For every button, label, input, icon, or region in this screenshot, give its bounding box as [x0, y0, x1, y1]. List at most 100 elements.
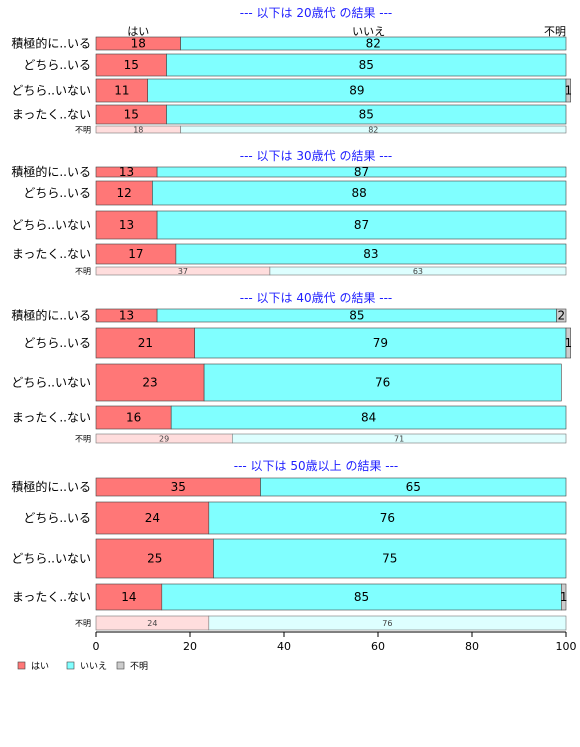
bar-value-label: 65	[406, 480, 421, 494]
unknown-bar-value-label: 82	[368, 126, 378, 135]
unknown-no-bar	[208, 615, 567, 631]
yes-bar	[95, 538, 214, 579]
panel-title: --- 以下は 40歳代 の結果 ---	[240, 291, 393, 305]
yes-bar	[95, 583, 163, 611]
bar-value-label: 1	[565, 336, 573, 350]
yes-bar	[95, 363, 205, 402]
bar-value-label: 85	[359, 108, 374, 122]
unknown-bar-value-label: 29	[159, 435, 169, 444]
bar-value-label: 24	[145, 511, 160, 525]
row-label: まったく..ない	[12, 411, 91, 425]
row-label: どちら..いる	[23, 511, 91, 525]
no-bar	[156, 210, 567, 240]
panel-title: --- 以下は 20歳代 の結果 ---	[240, 6, 393, 20]
unknown-row-label: 不明	[75, 435, 91, 444]
row-label: 積極的に..いる	[11, 479, 91, 494]
bar-value-label: 87	[354, 165, 369, 179]
column-header: はい	[127, 25, 149, 38]
legend-label: はい	[31, 661, 49, 672]
no-bar	[260, 477, 567, 497]
bar-value-label: 85	[349, 309, 364, 323]
bar-value-label: 12	[117, 186, 132, 200]
unknown-bar-value-label: 37	[178, 267, 188, 276]
unknown-bar-value-label: 71	[394, 435, 404, 444]
bar-value-label: 1	[565, 84, 573, 98]
bar-value-label: 84	[361, 411, 376, 425]
yes-bar	[95, 210, 158, 240]
bar-value-label: 83	[363, 247, 378, 261]
bar-value-label: 89	[349, 84, 364, 98]
bar-value-label: 14	[121, 590, 136, 604]
row-label: どちら..いない	[11, 552, 91, 566]
bar-value-label: 35	[171, 480, 186, 494]
unknown-bar-value-label: 76	[382, 619, 392, 628]
no-bar	[175, 243, 567, 265]
bar-value-label: 85	[359, 58, 374, 72]
bar-value-label: 13	[119, 165, 134, 179]
panel: --- 以下は 30歳代 の結果 --- 積極的に..いる 13 87 どちら..いる 1…	[11, 149, 567, 276]
bar-value-label: 1	[560, 590, 568, 604]
no-bar	[156, 166, 567, 178]
no-bar	[166, 104, 567, 125]
bar-value-label: 82	[366, 37, 381, 51]
x-tick-label: 60	[371, 640, 385, 653]
row-label: どちら..いる	[23, 186, 91, 200]
bar-value-label: 13	[119, 309, 134, 323]
bar-value-label: 87	[354, 218, 369, 232]
legend-swatch	[66, 661, 75, 670]
bar-value-label: 88	[352, 186, 367, 200]
unknown-row-label: 不明	[75, 619, 91, 628]
bar-value-label: 18	[131, 37, 146, 51]
row-label: まったく..ない	[12, 590, 91, 604]
no-bar	[170, 405, 567, 430]
x-axis: 0 20 40 60 80 100	[93, 631, 577, 653]
x-tick-label: 100	[556, 640, 577, 653]
bar-value-label: 17	[128, 247, 143, 261]
bar-value-label: 21	[138, 336, 153, 350]
panel: --- 以下は 50歳以上 の結果 --- 積極的に..いる 35 65 どちら..いる…	[11, 459, 568, 631]
no-bar	[180, 36, 567, 51]
unknown-no-bar	[180, 125, 567, 134]
bar-value-label: 11	[114, 84, 129, 98]
bar-value-label: 16	[126, 411, 141, 425]
row-label: 積極的に..いる	[11, 308, 91, 323]
yes-bar	[95, 501, 210, 535]
no-bar	[152, 180, 567, 206]
no-bar	[213, 538, 567, 579]
panel: --- 以下は 40歳代 の結果 --- 積極的に..いる 13 85 2 どちら..いる…	[11, 291, 572, 444]
unknown-row-label: 不明	[75, 126, 91, 135]
bar-value-label: 85	[354, 590, 369, 604]
row-label: まったく..ない	[12, 247, 91, 261]
row-label: どちら..いない	[11, 218, 91, 232]
unknown-bar	[565, 78, 571, 103]
panel-title: --- 以下は 30歳代 の結果 ---	[240, 149, 393, 163]
panel: --- 以下は 20歳代 の結果 --- 積極的に..いる 18 82 どちら..いる 1…	[11, 6, 572, 135]
no-bar	[208, 501, 567, 535]
panel-title: --- 以下は 50歳以上 の結果 ---	[234, 459, 399, 473]
no-bar	[166, 53, 567, 77]
bar-value-label: 76	[380, 511, 395, 525]
legend-swatch	[17, 661, 26, 670]
legend: はい いいえ 不明	[17, 661, 148, 672]
x-tick-label: 80	[465, 640, 479, 653]
chart-panels: はい いいえ 不明--- 以下は 20歳代 の結果 ---積極的に..いる 18 82ど…	[11, 6, 572, 631]
bar-value-label: 79	[373, 336, 388, 350]
bar-value-label: 76	[375, 376, 390, 390]
unknown-no-bar	[232, 433, 567, 444]
x-tick-label: 20	[183, 640, 197, 653]
unknown-bar	[565, 327, 571, 359]
unknown-bar-value-label: 24	[147, 619, 157, 628]
unknown-bar	[556, 308, 567, 323]
no-bar	[161, 583, 562, 611]
yes-bar	[95, 180, 153, 206]
row-label: どちら..いる	[23, 336, 91, 350]
row-label: 積極的に..いる	[11, 164, 91, 179]
bar-value-label: 75	[382, 552, 397, 566]
legend-label: いいえ	[80, 661, 107, 672]
bar-value-label: 15	[124, 58, 139, 72]
row-label: どちら..いない	[11, 376, 91, 390]
row-label: まったく..ない	[12, 108, 91, 122]
x-tick-label: 40	[277, 640, 291, 653]
no-bar	[203, 363, 562, 402]
row-label: 積極的に..いる	[11, 36, 91, 51]
